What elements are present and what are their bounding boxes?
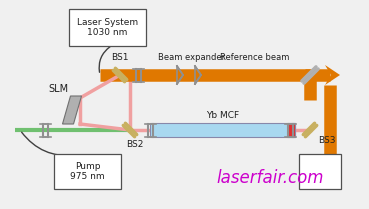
FancyBboxPatch shape xyxy=(69,9,146,46)
Text: laserfair.com: laserfair.com xyxy=(216,169,324,187)
Text: BS3: BS3 xyxy=(318,136,335,145)
Text: SLM: SLM xyxy=(48,84,68,94)
Text: Reference beam: Reference beam xyxy=(220,53,290,62)
Text: Beam expander: Beam expander xyxy=(158,53,225,62)
Text: BS2: BS2 xyxy=(126,140,144,149)
Text: Pump
975 nm: Pump 975 nm xyxy=(70,162,105,181)
Text: Laser System
1030 nm: Laser System 1030 nm xyxy=(77,18,138,37)
Text: Yb MCF: Yb MCF xyxy=(206,111,239,120)
Polygon shape xyxy=(325,65,340,85)
Text: BS1: BS1 xyxy=(111,53,129,62)
Bar xyxy=(150,123,295,137)
FancyBboxPatch shape xyxy=(299,154,341,189)
FancyBboxPatch shape xyxy=(54,154,121,189)
Bar xyxy=(288,123,295,137)
Polygon shape xyxy=(62,96,82,124)
